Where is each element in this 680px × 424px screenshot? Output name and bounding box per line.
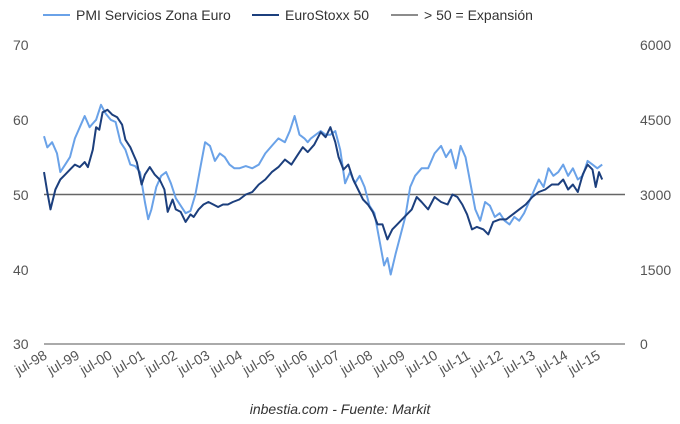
y-left-tick: 40 [13, 262, 29, 278]
x-tick-label: jul-02 [141, 347, 180, 379]
x-tick-label: jul-01 [109, 347, 148, 379]
x-tick-label: jul-05 [239, 347, 278, 379]
y-right-tick: 6000 [640, 37, 671, 53]
x-tick-label: jul-06 [271, 347, 310, 379]
x-axis-ticks: jul-98jul-99jul-00jul-01jul-02jul-03jul-… [11, 347, 603, 379]
x-tick-label: jul-09 [369, 347, 408, 379]
x-tick-label: jul-11 [435, 347, 473, 378]
x-tick-label: jul-15 [564, 347, 603, 379]
x-tick-label: jul-14 [532, 347, 571, 379]
x-tick-label: jul-13 [499, 347, 538, 379]
y-right-tick: 0 [640, 336, 648, 352]
y-left-tick: 60 [13, 112, 29, 128]
y-axis-left: 70 60 50 40 30 [13, 37, 29, 352]
x-tick-label: jul-07 [304, 347, 343, 379]
legend-label-eurostoxx: EuroStoxx 50 [285, 7, 369, 23]
y-axis-right: 6000 4500 3000 1500 0 [640, 37, 671, 352]
y-right-tick: 3000 [640, 187, 671, 203]
x-tick-label: jul-99 [43, 347, 82, 379]
y-left-tick: 30 [13, 336, 29, 352]
x-tick-label: jul-04 [206, 347, 245, 379]
x-tick-label: jul-12 [467, 347, 506, 379]
legend-label-pmi: PMI Servicios Zona Euro [76, 7, 231, 23]
y-right-tick: 1500 [640, 262, 671, 278]
x-tick-label: jul-08 [336, 347, 375, 379]
y-left-tick: 50 [13, 187, 29, 203]
y-left-tick: 70 [13, 37, 29, 53]
legend-label-expansion: > 50 = Expansión [424, 7, 533, 23]
series-line-pmi [43, 103, 603, 276]
series-line-eurostoxx [43, 108, 604, 241]
x-tick-label: jul-10 [402, 347, 441, 379]
legend: PMI Servicios Zona Euro EuroStoxx 50 > 5… [43, 7, 533, 23]
y-right-tick: 4500 [640, 112, 671, 128]
x-tick-label: jul-00 [76, 347, 115, 379]
source-caption: inbestia.com - Fuente: Markit [250, 401, 432, 417]
x-tick-label: jul-03 [174, 347, 213, 379]
